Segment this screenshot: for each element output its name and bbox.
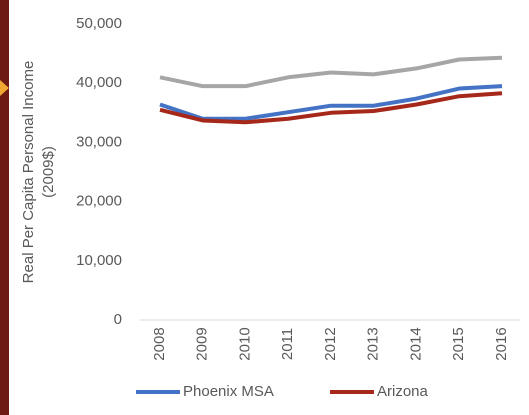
x-tick-label: 2016 <box>493 327 510 360</box>
series-line <box>159 84 503 121</box>
x-tick-label: 2010 <box>236 327 253 360</box>
y-tick-label: 30,000 <box>76 133 122 150</box>
y-tick-label: 50,000 <box>76 15 122 32</box>
x-tick-label: 2009 <box>194 327 211 360</box>
x-tick-label: 2012 <box>322 327 339 360</box>
legend-label: Phoenix MSA <box>183 383 274 400</box>
x-tick-label: 2008 <box>151 327 168 360</box>
y-tick-label: 40,000 <box>76 74 122 91</box>
x-tick-label: 2014 <box>407 327 424 360</box>
y-axis-label: Real Per Capita Personal Income (2009$) <box>20 61 57 284</box>
legend-label: Arizona <box>377 383 429 400</box>
x-tick-label: 2013 <box>365 327 382 360</box>
side-strip <box>0 0 9 415</box>
series-line <box>159 55 503 89</box>
x-tick-label: 2011 <box>279 328 296 360</box>
y-tick-label: 0 <box>114 311 122 328</box>
arrow-icon <box>0 80 9 96</box>
y-tick-label: 20,000 <box>76 193 122 210</box>
x-tick-label: 2015 <box>450 327 467 360</box>
series-line <box>159 91 503 125</box>
y-tick-label: 10,000 <box>76 252 122 269</box>
